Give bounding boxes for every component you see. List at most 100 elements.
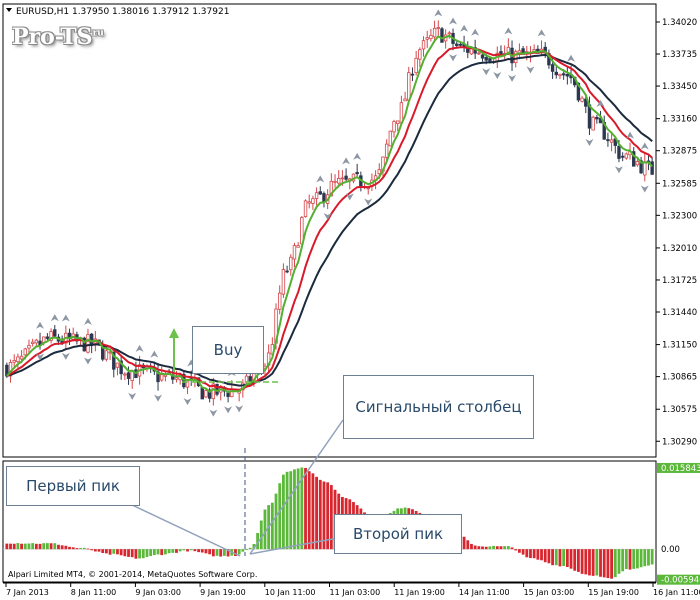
- time-tick-label: 16 Jan 11:00: [653, 588, 700, 597]
- histogram-bar: [101, 549, 105, 553]
- candle-body: [53, 329, 57, 337]
- candle-body: [23, 348, 27, 356]
- histogram-bar: [237, 549, 241, 555]
- histogram-bar: [90, 549, 94, 551]
- price-tick-label: 1.31725: [662, 276, 697, 286]
- fractal-down-arrow: [345, 193, 354, 201]
- candle-body: [403, 98, 407, 102]
- histogram-bar: [628, 549, 632, 570]
- fractal-down-arrow: [128, 392, 137, 400]
- fractal-up-arrow: [135, 344, 144, 352]
- time-tick-label: 14 Jan 11:00: [459, 588, 510, 597]
- price-tick-label: 1.34020: [662, 18, 697, 28]
- watermark-text: Pro-TS: [12, 24, 93, 50]
- signal-bar-callout-label: Сигнальный столбец: [355, 398, 522, 416]
- candle-body: [477, 52, 481, 55]
- price-tick-label: 1.32875: [662, 147, 697, 157]
- time-tick-label: 8 Jan 11:00: [71, 588, 117, 597]
- fractal-down-arrow: [640, 185, 649, 193]
- histogram-bar: [518, 549, 521, 553]
- candle-body: [292, 245, 297, 260]
- candle: [554, 66, 558, 79]
- histogram-bar: [119, 549, 123, 556]
- chart-symbol-label: EURUSD,H1 1.37950 1.38016 1.37912 1.3792…: [16, 7, 229, 17]
- first-peak-pointer-line: [129, 503, 241, 557]
- histogram-bar: [241, 549, 245, 552]
- fractal-up-arrow: [537, 29, 546, 37]
- histogram-bar: [127, 549, 130, 557]
- histogram-bar: [164, 549, 167, 555]
- histogram-bar: [636, 549, 639, 569]
- candle: [285, 265, 289, 274]
- time-tick-label: 15 Jan 03:00: [524, 588, 575, 597]
- candle: [303, 199, 308, 218]
- candle-body: [19, 355, 24, 360]
- histogram-bar: [326, 482, 330, 550]
- first-peak-callout-label: Первый пик: [26, 477, 120, 495]
- histogram-bar: [86, 548, 90, 550]
- histogram-bar: [466, 540, 470, 550]
- candle-body: [418, 49, 422, 60]
- candle: [49, 328, 53, 344]
- candle-body: [89, 333, 94, 346]
- candle-body: [307, 201, 311, 204]
- histogram-bar: [307, 471, 311, 550]
- indicator-tick-badge: [657, 574, 700, 585]
- candle: [27, 339, 31, 354]
- candle: [292, 242, 297, 268]
- histogram-bar: [79, 548, 82, 550]
- histogram-bar: [473, 545, 477, 550]
- histogram-bar: [621, 549, 625, 572]
- candle-body: [421, 40, 426, 50]
- candle-body: [303, 200, 308, 218]
- fractal-up-arrow: [460, 24, 469, 32]
- histogram-bar: [506, 546, 510, 550]
- candle-body: [396, 120, 400, 125]
- histogram-bar: [200, 549, 204, 553]
- candle-body: [278, 292, 282, 310]
- fractal-markers: [36, 9, 649, 417]
- candle-body: [86, 334, 90, 353]
- histogram-bar: [558, 549, 562, 567]
- histogram-bar: [175, 549, 178, 553]
- histogram-bar: [562, 549, 566, 566]
- histogram-bar: [145, 549, 149, 557]
- candle-body: [455, 43, 459, 46]
- candle-body: [285, 270, 289, 273]
- fractal-up-arrow: [471, 28, 480, 36]
- histogram-bar: [289, 471, 293, 550]
- histogram-bar: [156, 549, 160, 555]
- fractal-down-arrow: [364, 198, 373, 206]
- candle: [344, 168, 348, 182]
- watermark-suffix: ru: [92, 28, 104, 39]
- histogram-bar: [565, 549, 569, 568]
- candle-body: [580, 97, 584, 102]
- histogram-bar: [160, 549, 164, 556]
- histogram-bar: [193, 549, 197, 552]
- candle-body: [314, 192, 319, 199]
- fractal-up-arrow: [316, 175, 325, 183]
- candle: [119, 355, 123, 380]
- histogram-bar: [318, 479, 322, 550]
- histogram-bar: [285, 471, 289, 550]
- histogram-bar: [529, 549, 532, 559]
- price-tick-label: 1.31440: [662, 308, 697, 318]
- histogram-bar: [204, 549, 208, 554]
- histogram-bar: [105, 549, 108, 554]
- histogram-bar: [521, 549, 525, 555]
- candle: [414, 50, 418, 76]
- histogram-bar: [171, 549, 175, 553]
- candle: [115, 362, 120, 376]
- histogram-bar: [551, 549, 554, 566]
- histogram-bar: [149, 549, 153, 556]
- second-peak-callout: Второй пик: [334, 514, 462, 554]
- candle-body: [384, 143, 389, 158]
- histogram-bar: [632, 549, 636, 569]
- histogram-bar: [606, 549, 610, 579]
- time-tick-label: 9 Jan 03:00: [135, 588, 181, 597]
- histogram-bar: [123, 549, 127, 557]
- histogram-bar: [259, 520, 263, 550]
- fractal-up-arrow: [626, 131, 635, 139]
- histogram-bar: [591, 549, 595, 576]
